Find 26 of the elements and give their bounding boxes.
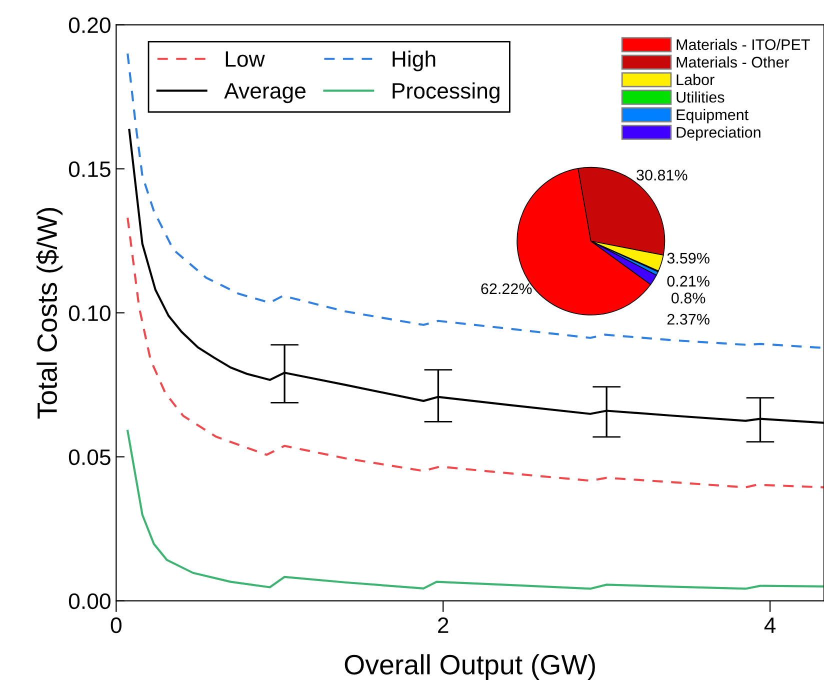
data-label: 0.21% <box>667 276 710 287</box>
legend-label: Processing <box>392 82 500 104</box>
y-tick-label: 0.05 <box>68 449 110 466</box>
y-tick-label: 0.15 <box>68 161 110 178</box>
legend-label: Materials - ITO/PET <box>676 38 810 50</box>
data-label: 2.37% <box>667 314 710 325</box>
legend-label: Materials - Other <box>676 56 790 68</box>
y-tick-label: 0.20 <box>68 17 110 34</box>
y-tick-label: 0.00 <box>68 593 110 610</box>
legend-label: High <box>392 50 436 72</box>
data-label: 0.8% <box>672 292 706 304</box>
data-label: 3.59% <box>667 252 710 264</box>
legend-label: Low <box>226 51 265 67</box>
x-tick-label: 2 <box>438 617 448 633</box>
x-tick-label: 0 <box>110 617 122 634</box>
y-tick-label: 0.10 <box>68 305 110 322</box>
legend-label: Utilities <box>676 91 724 103</box>
legend-label: Equipment <box>676 108 748 124</box>
data-label: 62.22% <box>481 283 532 294</box>
x-axis-title: Overall Output (GW) <box>344 654 595 680</box>
x-tick-label: 4 <box>764 618 776 633</box>
legend-label: Average <box>224 83 306 104</box>
legend-label: Depreciation <box>676 126 760 141</box>
data-label: 30.81% <box>636 170 688 181</box>
y-axis-title: Total Costs ($/W) <box>36 208 63 419</box>
legend-label: Labor <box>676 74 714 86</box>
